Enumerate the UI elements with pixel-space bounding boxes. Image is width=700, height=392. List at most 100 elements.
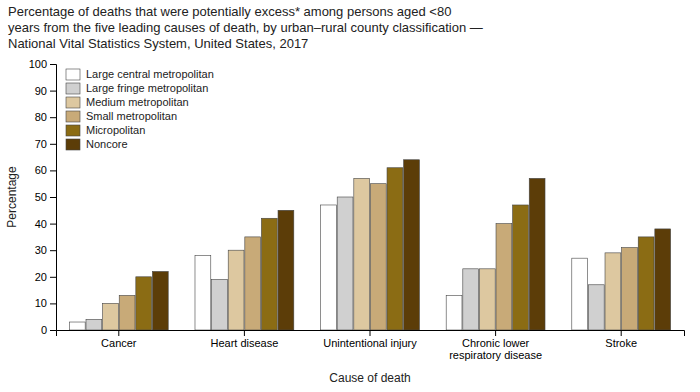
bar xyxy=(446,295,462,330)
axis-line xyxy=(50,65,57,331)
tick-mark xyxy=(118,330,119,336)
tick-mark xyxy=(621,330,622,336)
tick-label: Stroke xyxy=(605,337,637,349)
legend-swatch xyxy=(66,69,80,80)
tick-mark xyxy=(50,144,56,145)
bar xyxy=(152,271,168,330)
tick: Chronic lowerrespiratory disease xyxy=(449,330,542,361)
bar xyxy=(605,253,621,330)
tick-mark xyxy=(50,64,56,65)
legend-label: Large fringe metropolitan xyxy=(86,82,208,94)
legend-item: Micropolitan xyxy=(66,124,145,136)
x-axis: Cancer Heart disease Unintentional injury C… xyxy=(57,330,685,361)
y-axis-title: Percentage xyxy=(5,166,19,228)
tick-mark xyxy=(244,330,245,336)
tick: Cancer xyxy=(101,330,137,349)
legend-label: Medium metropolitan xyxy=(86,96,189,108)
bar xyxy=(321,205,337,330)
tick-mark xyxy=(50,330,56,331)
tick-mark xyxy=(50,303,56,304)
tick-mark xyxy=(50,170,56,171)
bar xyxy=(513,205,529,330)
tick-label: Heart disease xyxy=(210,337,278,349)
tick-label: 90 xyxy=(35,85,47,97)
bar xyxy=(354,178,370,330)
bar xyxy=(337,197,353,330)
tick-mark xyxy=(50,91,56,92)
bar xyxy=(479,269,495,330)
tick-label: 10 xyxy=(35,297,47,309)
legend-item: Medium metropolitan xyxy=(66,96,189,108)
bar xyxy=(86,319,102,330)
bar xyxy=(496,224,512,330)
axis-line xyxy=(57,331,685,337)
tick-label: 100 xyxy=(29,58,47,70)
tick: 10 xyxy=(35,297,56,309)
tick: 100 xyxy=(29,58,56,70)
plot: 0 10 20 30 40 50 60 70 80 90 100 Cancer Heart diseas… xyxy=(5,58,685,385)
bar xyxy=(261,218,277,330)
bars xyxy=(69,160,670,330)
tick: 90 xyxy=(35,85,56,97)
bar xyxy=(588,285,604,330)
legend-item: Noncore xyxy=(66,138,128,150)
legend: Large central metropolitan Large fringe m… xyxy=(60,64,220,156)
tick-label: 60 xyxy=(35,164,47,176)
tick-mark xyxy=(50,277,56,278)
bar xyxy=(136,277,152,330)
tick: 50 xyxy=(35,191,56,203)
bar xyxy=(103,303,119,330)
legend-label: Micropolitan xyxy=(86,124,145,136)
bar xyxy=(404,160,420,330)
legend-label: Large central metropolitan xyxy=(86,68,214,80)
tick: 0 xyxy=(41,324,56,336)
bar xyxy=(387,168,403,330)
tick-label: 50 xyxy=(35,191,47,203)
tick-label: 40 xyxy=(35,218,47,230)
legend-label: Noncore xyxy=(86,138,128,150)
tick: Stroke xyxy=(605,330,637,349)
bar xyxy=(278,210,294,330)
legend-item: Large central metropolitan xyxy=(66,68,214,80)
legend-swatch xyxy=(66,125,80,136)
chart: Percentage of deaths that were potential… xyxy=(0,0,700,392)
tick: 20 xyxy=(35,271,56,283)
x-axis-title: Cause of death xyxy=(329,371,410,385)
tick: Unintentional injury xyxy=(323,330,417,349)
bar xyxy=(370,184,386,330)
bar xyxy=(572,258,588,330)
tick-mark xyxy=(50,224,56,225)
legend-swatch xyxy=(66,97,80,108)
bar xyxy=(195,256,211,330)
tick-mark xyxy=(50,197,56,198)
tick-label: 80 xyxy=(35,111,47,123)
tick-label: 20 xyxy=(35,271,47,283)
y-axis: 0 10 20 30 40 50 60 70 80 90 100 xyxy=(29,58,57,336)
bar xyxy=(69,322,85,330)
legend-swatch xyxy=(66,83,80,94)
legend-background xyxy=(60,64,220,156)
bar xyxy=(212,279,228,330)
title: Percentage of deaths that were potential… xyxy=(8,4,483,51)
bar xyxy=(622,248,638,330)
tick: 30 xyxy=(35,244,56,256)
tick: 70 xyxy=(35,138,56,150)
tick-label: 0 xyxy=(41,324,47,336)
tick: 40 xyxy=(35,218,56,230)
tick-mark xyxy=(370,330,371,336)
tick: 60 xyxy=(35,164,56,176)
legend-swatch xyxy=(66,111,80,122)
bar xyxy=(228,250,244,330)
bar xyxy=(638,237,654,330)
legend-swatch xyxy=(66,139,80,150)
tick-mark xyxy=(495,330,496,336)
tick-mark xyxy=(50,250,56,251)
bar xyxy=(529,178,545,330)
tick-label: 70 xyxy=(35,138,47,150)
tick: 80 xyxy=(35,111,56,123)
tick-label: 30 xyxy=(35,244,47,256)
tick: Heart disease xyxy=(210,330,278,349)
tick-mark xyxy=(50,117,56,118)
tick-label: Chronic lowerrespiratory disease xyxy=(449,337,542,362)
bar xyxy=(463,269,479,330)
